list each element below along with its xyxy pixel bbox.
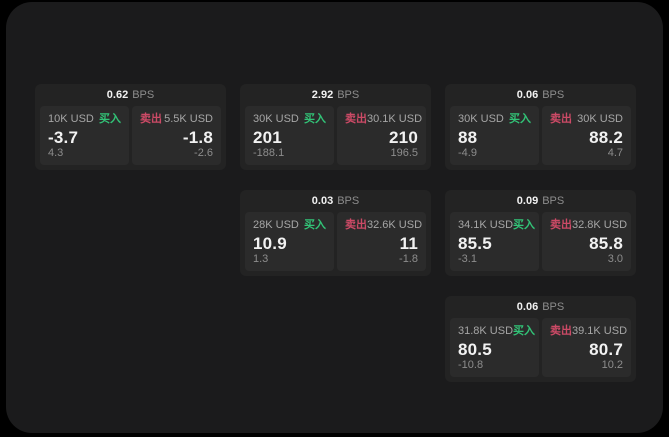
sell-button[interactable]: 卖出 [140, 113, 162, 125]
quote-card: 0.09 BPS 34.1K USD 买入 85.5 -3.1 卖出 32.8K… [445, 190, 636, 276]
bps-value: 0.09 [516, 195, 539, 207]
quote-card: 0.03 BPS 28K USD 买入 10.9 1.3 卖出 32.6K US… [240, 190, 431, 276]
quote-tiles: 31.8K USD 买入 80.5 -10.8 卖出 39.1K USD 80.… [450, 318, 631, 377]
buy-amount: 10K USD [48, 113, 94, 125]
bps-unit-label: BPS [132, 89, 155, 101]
bps-unit-label: BPS [337, 195, 360, 207]
quote-card: 0.06 BPS 30K USD 买入 88 -4.9 卖出 30K USD [445, 84, 636, 170]
quote-tiles: 34.1K USD 买入 85.5 -3.1 卖出 32.8K USD 85.8… [450, 212, 631, 271]
sell-quote-tile[interactable]: 卖出 32.8K USD 85.8 3.0 [542, 212, 631, 271]
quote-tiles: 28K USD 买入 10.9 1.3 卖出 32.6K USD 11 -1.8 [245, 212, 426, 271]
sell-quote-tile[interactable]: 卖出 30.1K USD 210 196.5 [337, 106, 426, 165]
buy-delta: -188.1 [253, 147, 285, 159]
buy-quote-tile[interactable]: 34.1K USD 买入 85.5 -3.1 [450, 212, 539, 271]
buy-delta: -10.8 [458, 359, 484, 371]
sell-quote-tile[interactable]: 卖出 39.1K USD 80.7 10.2 [542, 318, 631, 377]
buy-price: 10.9 [253, 234, 287, 253]
buy-price: 85.5 [458, 234, 492, 253]
quote-tiles: 30K USD 买入 88 -4.9 卖出 30K USD 88.2 4.7 [450, 106, 631, 165]
buy-amount: 28K USD [253, 219, 299, 231]
buy-quote-tile[interactable]: 31.8K USD 买入 80.5 -10.8 [450, 318, 539, 377]
buy-price: 201 [253, 128, 282, 147]
sell-amount: 30K USD [577, 113, 623, 125]
sell-amount: 32.8K USD [572, 219, 628, 231]
card-header: 0.09 BPS [445, 190, 636, 212]
buy-delta: 4.3 [48, 147, 64, 159]
buy-amount: 30K USD [458, 113, 504, 125]
card-header: 2.92 BPS [240, 84, 431, 106]
bps-unit-label: BPS [542, 301, 565, 313]
buy-quote-tile[interactable]: 10K USD 买入 -3.7 4.3 [40, 106, 129, 165]
bps-value: 0.06 [516, 301, 539, 313]
app-panel: 0.62 BPS 10K USD 买入 -3.7 4.3 卖出 5.5K USD [6, 2, 663, 433]
sell-delta: 196.5 [390, 147, 418, 159]
buy-price: -3.7 [48, 128, 79, 147]
sell-delta: 4.7 [607, 147, 623, 159]
sell-price: 88.2 [589, 128, 623, 147]
bps-value: 2.92 [311, 89, 334, 101]
bps-unit-label: BPS [337, 89, 360, 101]
sell-price: 85.8 [589, 234, 623, 253]
card-header: 0.03 BPS [240, 190, 431, 212]
sell-amount: 5.5K USD [164, 113, 213, 125]
quote-tiles: 30K USD 买入 201 -188.1 卖出 30.1K USD 210 1… [245, 106, 426, 165]
buy-price: 88 [458, 128, 478, 147]
sell-amount: 30.1K USD [367, 113, 423, 125]
buy-quote-tile[interactable]: 28K USD 买入 10.9 1.3 [245, 212, 334, 271]
sell-amount: 39.1K USD [572, 325, 628, 337]
card-header: 0.62 BPS [35, 84, 226, 106]
bps-value: 0.06 [516, 89, 539, 101]
quote-tiles: 10K USD 买入 -3.7 4.3 卖出 5.5K USD -1.8 -2.… [40, 106, 221, 165]
buy-button[interactable]: 买入 [513, 325, 536, 337]
quote-card: 0.62 BPS 10K USD 买入 -3.7 4.3 卖出 5.5K USD [35, 84, 226, 170]
sell-quote-tile[interactable]: 卖出 32.6K USD 11 -1.8 [337, 212, 426, 271]
buy-delta: -4.9 [458, 147, 477, 159]
card-header: 0.06 BPS [445, 84, 636, 106]
sell-amount: 32.6K USD [367, 219, 423, 231]
buy-button[interactable]: 买入 [304, 113, 326, 125]
buy-quote-tile[interactable]: 30K USD 买入 201 -188.1 [245, 106, 334, 165]
buy-button[interactable]: 买入 [509, 113, 531, 125]
bps-value: 0.03 [311, 195, 334, 207]
sell-button[interactable]: 卖出 [345, 219, 367, 231]
buy-button[interactable]: 买入 [513, 219, 536, 231]
bps-unit-label: BPS [542, 89, 565, 101]
buy-quote-tile[interactable]: 30K USD 买入 88 -4.9 [450, 106, 539, 165]
sell-quote-tile[interactable]: 卖出 5.5K USD -1.8 -2.6 [132, 106, 221, 165]
buy-amount: 34.1K USD [458, 219, 514, 231]
sell-price: 80.7 [589, 340, 623, 359]
sell-quote-tile[interactable]: 卖出 30K USD 88.2 4.7 [542, 106, 631, 165]
bps-value: 0.62 [106, 89, 129, 101]
buy-amount: 30K USD [253, 113, 299, 125]
sell-price: -1.8 [182, 128, 213, 147]
sell-price: 210 [389, 128, 418, 147]
quote-card: 0.06 BPS 31.8K USD 买入 80.5 -10.8 卖出 39.1… [445, 296, 636, 382]
sell-delta: -2.6 [194, 147, 213, 159]
buy-delta: -3.1 [458, 253, 477, 265]
sell-delta: 10.2 [601, 359, 623, 371]
sell-button[interactable]: 卖出 [345, 113, 367, 125]
bps-unit-label: BPS [542, 195, 565, 207]
sell-button[interactable]: 卖出 [550, 325, 572, 337]
buy-price: 80.5 [458, 340, 492, 359]
sell-delta: 3.0 [607, 253, 623, 265]
sell-delta: -1.8 [399, 253, 418, 265]
buy-button[interactable]: 买入 [304, 219, 326, 231]
card-header: 0.06 BPS [445, 296, 636, 318]
quote-cards-grid: 0.62 BPS 10K USD 买入 -3.7 4.3 卖出 5.5K USD [35, 84, 636, 382]
buy-delta: 1.3 [253, 253, 269, 265]
buy-amount: 31.8K USD [458, 325, 514, 337]
sell-button[interactable]: 卖出 [550, 219, 572, 231]
sell-button[interactable]: 卖出 [550, 113, 572, 125]
quote-card: 2.92 BPS 30K USD 买入 201 -188.1 卖出 30.1K … [240, 84, 431, 170]
buy-button[interactable]: 买入 [99, 113, 121, 125]
sell-price: 11 [399, 234, 418, 253]
